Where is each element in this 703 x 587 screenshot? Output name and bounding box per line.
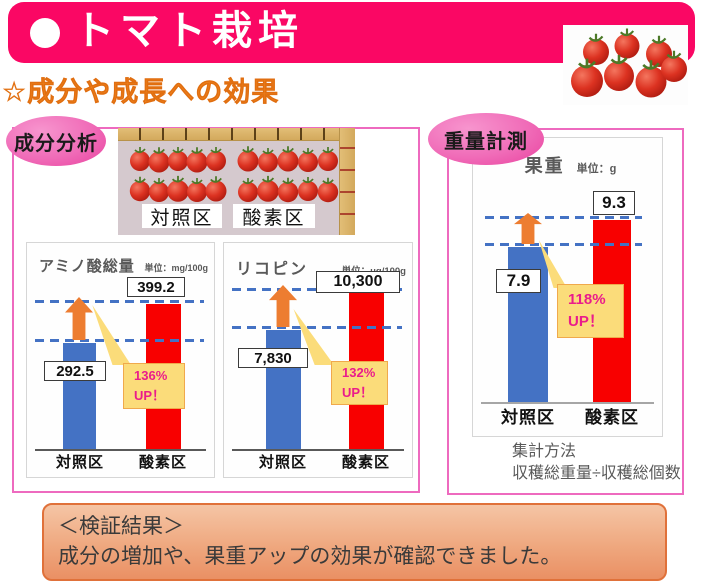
value-label-control: 292.5 — [44, 361, 106, 381]
chart-unit-label: 単位：g — [576, 163, 617, 175]
chart-title: リコピン — [236, 261, 309, 278]
callout-percent: 132% — [342, 365, 376, 380]
component-analysis-badge: 成分分析 — [6, 116, 106, 166]
callout-badge: 118% UP！ — [557, 284, 624, 338]
dashed-level-line-control — [485, 243, 642, 246]
bar-control — [63, 343, 96, 449]
method-title: 集計方法 — [512, 443, 577, 460]
x-label-oxygen: 酸素区 — [341, 454, 390, 471]
dashed-level-line-control — [35, 339, 204, 342]
chart-unit-label: 単位：mg/100g — [144, 263, 208, 273]
chart-amino-acid: アミノ酸総量 単位：mg/100g 136% UP！ 292.5 399.2 対… — [26, 242, 215, 478]
aggregation-method-note: 集計方法 収穫総重量÷収穫総個数 — [512, 441, 681, 484]
callout-up: UP！ — [342, 385, 374, 400]
value-label-control: 7.9 — [496, 269, 541, 293]
method-formula: 収穫総重量÷収穫総個数 — [512, 464, 681, 482]
bullet-circle-icon — [30, 17, 60, 48]
dashed-level-line-control — [232, 326, 402, 329]
sample-comparison-photo: 対照区 酸素区 — [118, 128, 355, 235]
result-body: 成分の増加や、果重アップの効果が確認できました。 — [58, 545, 562, 569]
tomato-cluster-illustration — [569, 27, 689, 99]
section-subtitle: ☆成分や成長への効果 — [2, 77, 280, 108]
chart-title: アミノ酸総量 — [39, 258, 135, 275]
x-label-oxygen: 酸素区 — [138, 454, 187, 471]
tomato-photo-header — [563, 25, 689, 105]
value-label-oxygen: 10,300 — [316, 271, 400, 293]
weight-measurement-badge: 重量計測 — [428, 113, 544, 165]
x-label-control: 対照区 — [258, 454, 307, 471]
x-label-control: 対照区 — [55, 454, 104, 471]
value-label-oxygen: 399.2 — [127, 277, 185, 297]
chart-header: 果重 単位：g — [485, 152, 656, 178]
callout-badge: 136% UP！ — [123, 363, 185, 409]
ruler-top — [118, 128, 355, 141]
chart-header: アミノ酸総量 単位：mg/100g — [39, 255, 208, 276]
callout-up: UP！ — [134, 388, 166, 403]
chart-fruit-weight: 果重 単位：g 118% UP！ 7.9 9.3 対照区 酸素区 — [472, 137, 663, 437]
callout-up: UP！ — [568, 313, 604, 330]
value-label-control: 7,830 — [238, 348, 308, 368]
up-arrow-icon — [65, 297, 93, 340]
dashed-level-line-oxygen — [35, 300, 204, 303]
plot-area — [27, 243, 214, 451]
callout-badge: 132% UP！ — [331, 361, 388, 405]
ruler-right — [339, 128, 355, 235]
callout-percent: 136% — [134, 368, 168, 383]
x-label-oxygen: 酸素区 — [585, 408, 639, 427]
chart-title: 果重 — [524, 156, 565, 176]
value-label-oxygen: 9.3 — [593, 191, 635, 215]
photo-label-control: 対照区 — [142, 204, 222, 229]
callout-percent: 118% — [568, 291, 606, 308]
up-arrow-icon — [269, 285, 297, 327]
result-heading: ＜検証結果＞ — [58, 515, 184, 538]
x-label-control: 対照区 — [501, 408, 555, 427]
chart-lycopene: リコピン 単位：μg/100g 132% UP！ 7,830 10,300 対照… — [223, 242, 413, 478]
verification-result-box: ＜検証結果＞ 成分の増加や、果重アップの効果が確認できました。 — [42, 503, 667, 581]
photo-label-oxygen: 酸素区 — [233, 204, 315, 229]
dashed-level-line-oxygen — [485, 216, 642, 219]
page-title: トマト栽培 — [74, 8, 304, 53]
